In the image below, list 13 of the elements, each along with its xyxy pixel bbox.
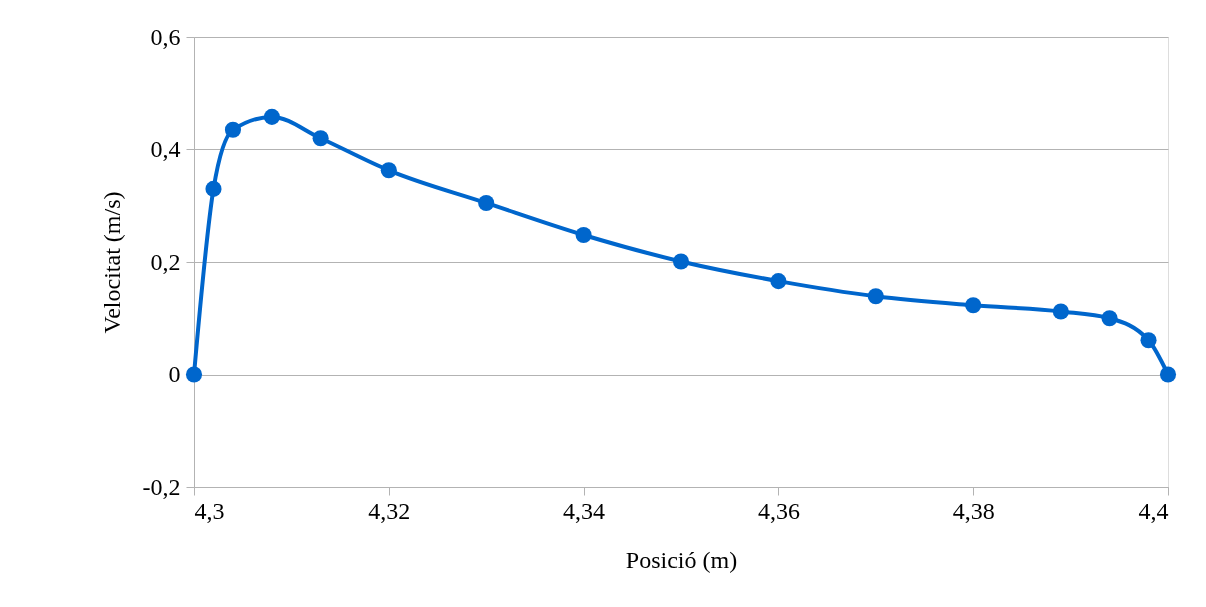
y-tick-label: 0 (168, 361, 181, 387)
x-axis-title: Posició (m) (625, 546, 738, 573)
y-tick-label: -0,2 (142, 473, 181, 500)
y-tick-label: 0,4 (150, 136, 181, 162)
y-tick-label: 0,2 (150, 248, 181, 275)
y-axis-title: Velocitat (m/s) (98, 191, 125, 334)
x-tick-label: 4,34 (563, 497, 606, 524)
x-tick-label: 4,4 (1138, 497, 1169, 524)
x-tick-label: 4,38 (952, 497, 995, 524)
x-tick-label: 4,3 (194, 497, 225, 524)
x-tick-label: 4,36 (757, 497, 800, 524)
x-tick-label: 4,32 (368, 497, 411, 524)
y-tick-label: 0,6 (150, 23, 181, 50)
